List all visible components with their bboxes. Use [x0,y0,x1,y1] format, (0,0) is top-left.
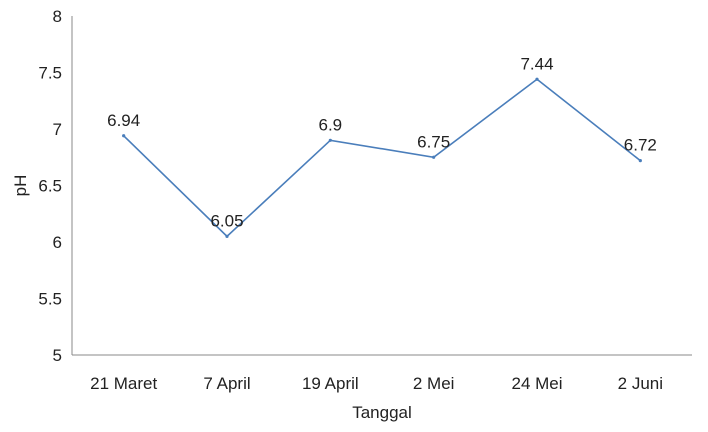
y-tick-labels: 5 5.5 6 6.5 7 7.5 8 [38,7,62,365]
x-tick-label: 2 Mei [413,374,455,393]
x-tick-label: 19 April [302,374,359,393]
data-point [122,134,126,138]
x-tick-labels: 21 Maret 7 April 19 April 2 Mei 24 Mei 2 Juni [90,374,663,393]
y-tick-label: 7.5 [38,64,62,83]
data-label: 6.94 [107,111,140,130]
y-tick-label: 7 [53,120,62,139]
data-label: 6.9 [319,115,343,134]
x-axis-title: Tanggal [352,403,412,422]
y-tick-label: 5.5 [38,290,62,309]
data-point [328,138,332,142]
y-tick-label: 8 [53,7,62,26]
y-tick-label: 5 [53,346,62,365]
data-label: 6.75 [417,132,450,151]
x-tick-label: 2 Juni [618,374,663,393]
axes [71,16,692,356]
x-tick-label: 24 Mei [511,374,562,393]
data-point [432,155,436,159]
series-line [123,78,641,238]
series-group [122,77,642,238]
data-point [225,234,229,238]
data-labels: 6.94 6.05 6.9 6.75 7.44 6.72 [107,54,657,230]
y-tick-label: 6 [53,233,62,252]
x-tick-label: 21 Maret [90,374,157,393]
data-point [638,159,642,163]
y-axis-title: pH [11,175,30,197]
data-label: 6.72 [624,136,657,155]
data-label: 7.44 [520,54,553,73]
data-label: 6.05 [210,211,243,230]
y-tick-label: 6.5 [38,177,62,196]
data-point [535,77,539,81]
x-tick-label: 7 April [203,374,250,393]
